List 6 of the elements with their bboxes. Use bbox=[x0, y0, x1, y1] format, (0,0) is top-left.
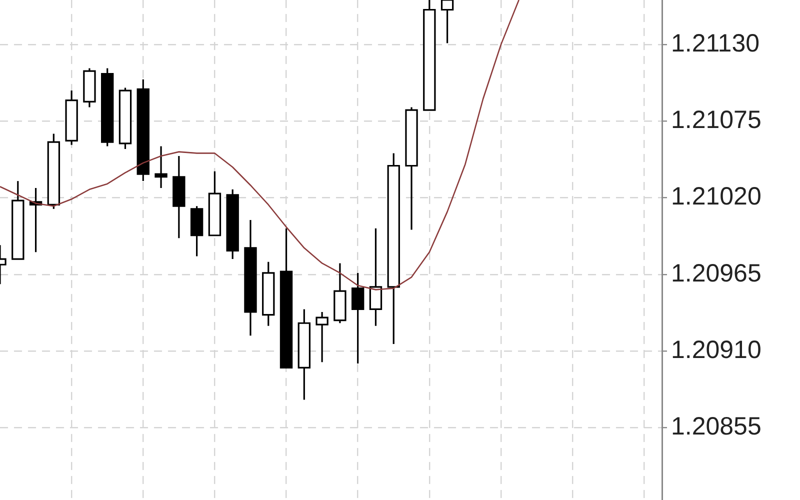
y-tick-label: 1.21130 bbox=[671, 29, 760, 58]
y-tick-label: 1.21020 bbox=[671, 182, 762, 211]
y-tick-label: 1.20855 bbox=[671, 412, 762, 440]
y-tick-label: 1.20910 bbox=[671, 336, 762, 364]
y-tick-label: 1.21075 bbox=[671, 106, 762, 134]
y-tick-label: 1.20965 bbox=[671, 259, 762, 288]
